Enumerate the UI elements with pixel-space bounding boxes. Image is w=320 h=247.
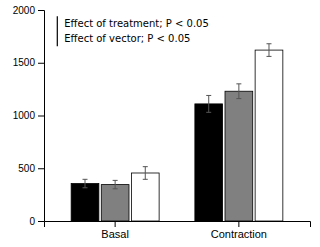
bar	[255, 50, 283, 221]
bar	[225, 91, 253, 221]
bar	[101, 185, 129, 221]
error-bar	[206, 95, 211, 112]
y-axis-line	[38, 11, 45, 222]
bar	[71, 184, 99, 221]
error-bar	[83, 179, 88, 187]
annotation: Effect of vector; P < 0.05	[64, 33, 190, 44]
bar	[131, 173, 159, 221]
x-axis: Basal Contraction	[45, 221, 311, 240]
y-tick-label: 1000	[13, 110, 36, 121]
error-bar	[143, 167, 148, 180]
error-bar-stem	[208, 95, 209, 112]
error-bar-stem	[145, 167, 146, 180]
error-bar-cap	[236, 83, 241, 84]
error-bar-cap	[266, 56, 271, 57]
error-bar-cap	[206, 112, 211, 113]
x-tick: Basal	[101, 221, 129, 240]
y-tick-label: 0	[29, 216, 35, 227]
annotations: Effect of treatment; P < 0.05 Effect of v…	[57, 16, 209, 46]
y-tick-mark	[38, 63, 44, 64]
error-bar-stem	[238, 84, 239, 99]
y-tick-mark	[38, 116, 44, 117]
y-tick: 500	[18, 163, 44, 174]
error-bar-cap	[236, 98, 241, 99]
error-bar-cap	[206, 95, 211, 96]
plot: 0 500 1000 1500 2000 Basal Contraction Effect o…	[13, 5, 311, 240]
error-bar	[113, 180, 118, 188]
y-axis: 0 500 1000 1500 2000	[13, 5, 45, 227]
y-tick-mark	[38, 221, 44, 222]
y-tick-label: 2000	[13, 5, 36, 16]
x-tick-mark	[238, 221, 239, 227]
x-tick-label: Contraction	[211, 228, 267, 240]
error-bar-cap	[83, 187, 88, 188]
error-bar	[266, 44, 271, 57]
bars	[71, 44, 283, 221]
error-bar-cap	[266, 43, 271, 44]
error-bar-cap	[113, 180, 118, 181]
y-tick-label: 500	[18, 163, 35, 174]
x-tick-label: Basal	[101, 228, 129, 240]
error-bar-cap	[83, 179, 88, 180]
x-axis-line	[45, 222, 311, 228]
error-bar-cap	[143, 179, 148, 180]
chart: 0 500 1000 1500 2000 Basal Contraction Effect o…	[0, 0, 320, 247]
annotation: Effect of treatment; P < 0.05	[64, 18, 209, 29]
annotation-bracket	[57, 16, 58, 46]
x-tick-mark	[115, 221, 116, 227]
bar	[195, 104, 223, 221]
error-bar-stem	[268, 44, 269, 57]
y-tick-label: 1500	[13, 57, 36, 68]
y-tick: 1000	[13, 110, 44, 121]
error-bar	[236, 84, 241, 99]
y-tick-mark	[38, 168, 44, 169]
error-bar-cap	[113, 188, 118, 189]
y-tick: 0	[29, 216, 44, 227]
y-tick: 2000	[13, 5, 44, 16]
error-bar-cap	[143, 166, 148, 167]
y-tick-mark	[38, 10, 44, 11]
error-bar-stem	[85, 179, 86, 187]
x-tick: Contraction	[211, 221, 267, 240]
error-bar-stem	[115, 180, 116, 188]
y-tick: 1500	[13, 57, 44, 68]
